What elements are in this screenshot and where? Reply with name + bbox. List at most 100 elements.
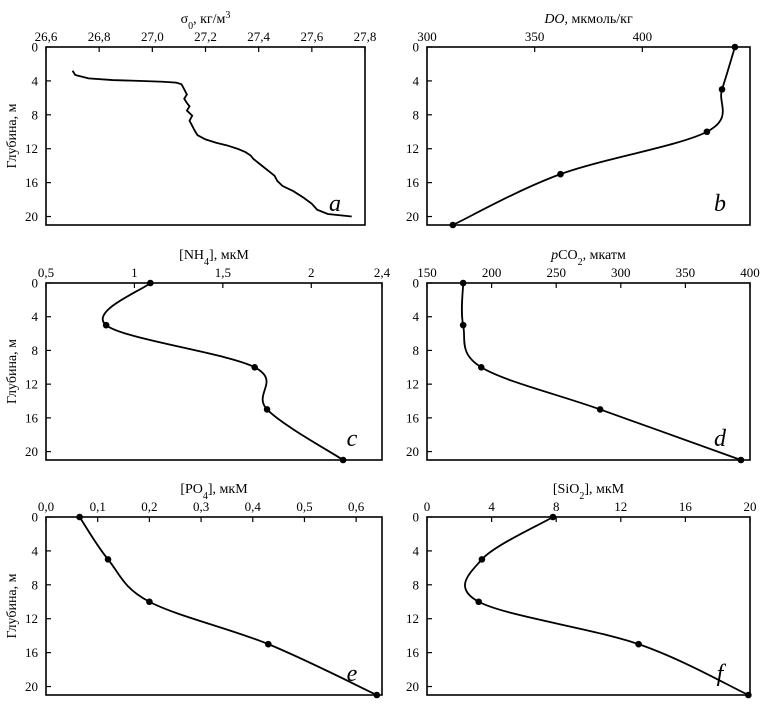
panel-e-ytick-label: 20 <box>25 679 38 694</box>
panel-c-ytick-label: 20 <box>25 444 38 459</box>
panel-b-title: DO, мкмоль/кг <box>543 12 633 27</box>
panel-f-data-point <box>475 598 482 606</box>
panel-a-xtick-label: 26,8 <box>88 29 111 44</box>
panel-b: 300 350 400 0 4 8 12 16 20 DO, мкмоль/кг b <box>406 12 751 229</box>
panel-f-data-point <box>549 513 557 521</box>
panel-f-ytick-label: 20 <box>406 679 419 694</box>
panel-d-data-point <box>737 456 745 464</box>
panel-c-frame <box>45 282 383 461</box>
panel-f-xtick-label: 8 <box>553 499 560 514</box>
panel-a: 26,6 26,8 27,0 27,2 27,4 27,6 27,8 0 4 8 12 16 20 σ0,… <box>5 10 376 226</box>
panel-e-ytick-label: 0 <box>32 510 39 525</box>
panel-f-series-line <box>464 516 749 696</box>
panel-e-ytick-label: 4 <box>32 543 39 558</box>
panel-e-data-point <box>76 513 83 521</box>
panel-d-ytick-label: 4 <box>413 309 420 324</box>
panel-e-xtick-label: 0,3 <box>193 499 209 514</box>
panel-d-data-point <box>459 321 467 329</box>
panel-c-ytick-label: 0 <box>32 276 39 291</box>
panel-a-xtick-label: 27,4 <box>247 29 270 44</box>
panel-b-ytick-label: 16 <box>406 175 420 190</box>
panel-a-xtick-label: 26,6 <box>35 29 58 44</box>
panel-b-ytick-label: 4 <box>413 73 420 88</box>
panel-c-ytick-label: 16 <box>25 410 39 425</box>
panel-f-frame <box>426 516 751 696</box>
panel-f-ytick-label: 12 <box>406 611 419 626</box>
panel-a-letter: a <box>329 191 341 217</box>
panel-d-letter: d <box>714 426 727 452</box>
panel-c-data-point <box>147 279 154 287</box>
panel-e-data-point <box>264 640 272 648</box>
panel-e-xtick-label: 0,5 <box>296 499 312 514</box>
panel-a-ylabel: Глубина, м <box>5 103 20 168</box>
panel-f: 0 4 8 12 16 20 0 4 8 12 16 20 [SiO2], мкМ f <box>406 482 757 699</box>
panel-d-frame <box>426 282 751 461</box>
panel-f-ytick-label: 8 <box>413 577 420 592</box>
panel-d-xtick-label: 350 <box>676 265 696 280</box>
panel-a-ytick-label: 4 <box>32 73 39 88</box>
panel-c-ytick-label: 12 <box>25 377 38 392</box>
panel-d-data-point <box>477 363 485 371</box>
panel-b-ytick-label: 12 <box>406 141 419 156</box>
panel-f-ytick-label: 0 <box>413 510 420 525</box>
panel-c-series-line <box>102 282 344 461</box>
panel-a-xtick-label: 27,2 <box>194 29 217 44</box>
panel-f-data-point <box>478 556 486 563</box>
panel-b-ytick-label: 8 <box>413 107 420 122</box>
panel-c-data-point <box>263 406 271 413</box>
panel-c-ylabel: Глубина, м <box>5 339 20 404</box>
panel-a-frame <box>45 46 366 226</box>
panel-c-data-point <box>251 363 258 371</box>
panel-d-series-line <box>460 282 742 461</box>
panel-b-xtick-label: 350 <box>525 29 545 44</box>
panel-a-ytick-label: 16 <box>25 175 39 190</box>
panel-e-series-line <box>78 516 378 696</box>
panel-c-title: [NH4], мкМ <box>179 248 249 268</box>
panel-b-data-point <box>557 170 564 178</box>
panel-c-xtick-label: 2,4 <box>374 265 391 280</box>
panel-c-xtick-label: 0,5 <box>38 265 54 280</box>
panel-a-xtick-label: 27,0 <box>141 29 164 44</box>
panel-c-xtick-label: 2 <box>308 265 315 280</box>
panel-b-data-point <box>718 86 726 93</box>
panel-b-data-point <box>703 128 711 136</box>
panel-e-xtick-label: 0,6 <box>348 499 365 514</box>
panel-d-ytick-label: 12 <box>406 377 419 392</box>
panel-d-ytick-label: 8 <box>413 343 420 358</box>
panel-d: 150 200 250 300 350 400 0 4 8 12 16 20 pCO2, мкатм d <box>406 248 760 464</box>
panel-a-xtick-label: 27,6 <box>300 29 323 44</box>
panel-c-xtick-label: 1,5 <box>215 265 231 280</box>
panel-b-ytick-label: 20 <box>406 209 419 224</box>
panel-d-xtick-label: 400 <box>740 265 760 280</box>
panel-e-ytick-label: 8 <box>32 577 39 592</box>
panel-f-title: [SiO2], мкМ <box>553 482 625 502</box>
panel-f-xtick-label: 16 <box>679 499 693 514</box>
panel-a-ytick-label: 12 <box>25 141 38 156</box>
panel-f-xtick-label: 0 <box>424 499 431 514</box>
panel-c-ytick-label: 8 <box>32 343 39 358</box>
panel-b-data-point <box>449 221 457 229</box>
panel-d-ytick-label: 0 <box>413 276 420 291</box>
panel-f-xtick-label: 4 <box>488 499 495 514</box>
panel-d-data-point <box>596 406 604 413</box>
panel-f-ytick-label: 4 <box>413 543 420 558</box>
panel-e-ytick-label: 12 <box>25 611 38 626</box>
panel-c-xtick-label: 1 <box>131 265 138 280</box>
panel-c-data-point <box>102 321 110 329</box>
panel-b-xtick-label: 300 <box>417 29 437 44</box>
panel-d-xtick-label: 150 <box>417 265 437 280</box>
panel-a-xtick-label: 27,8 <box>354 29 377 44</box>
panel-d-data-point <box>459 279 467 287</box>
panel-e-xtick-label: 0,4 <box>245 499 262 514</box>
panel-b-data-point <box>731 43 739 51</box>
panel-c-data-point <box>339 456 347 464</box>
panel-a-ytick-label: 8 <box>32 107 39 122</box>
panel-e-title: [PO4], мкМ <box>180 482 248 502</box>
panel-c-letter: c <box>347 426 358 452</box>
panel-f-xtick-label: 20 <box>744 499 757 514</box>
panel-f-ytick-label: 16 <box>406 645 420 660</box>
panel-c-ytick-label: 4 <box>32 309 39 324</box>
panel-e-xtick-label: 0,1 <box>90 499 106 514</box>
panel-e-xtick-label: 0,2 <box>141 499 157 514</box>
